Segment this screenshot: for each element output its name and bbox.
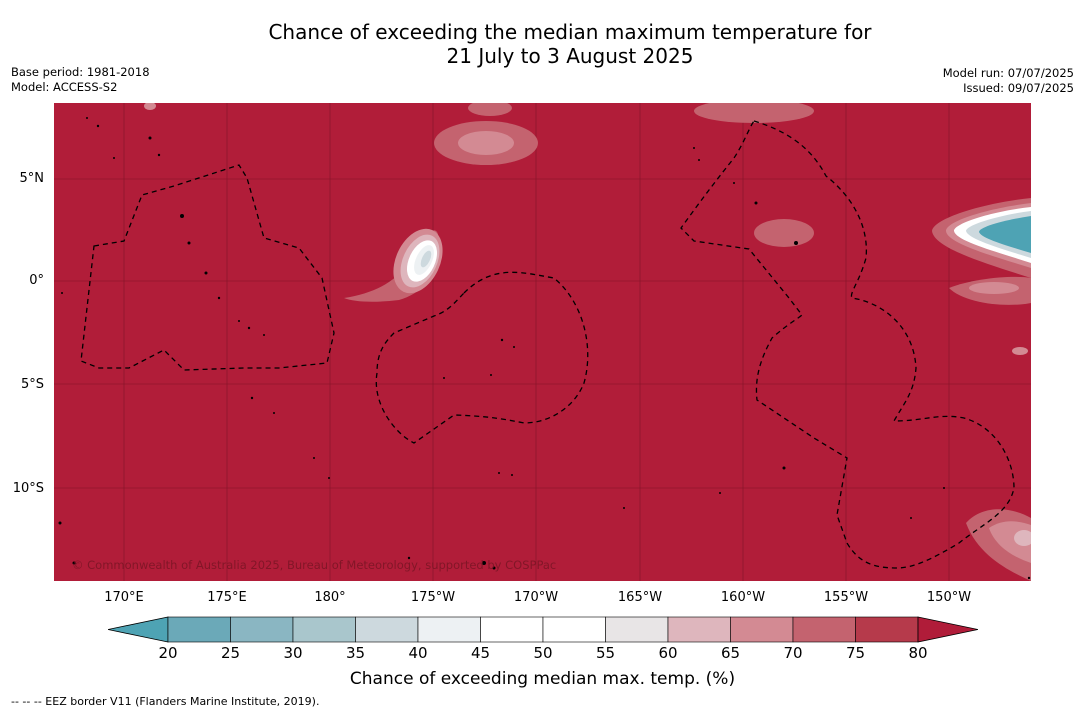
lon-tick-180: 180° bbox=[314, 590, 346, 605]
base-period: Base period: 1981-2018 bbox=[11, 65, 150, 79]
colorbar-bin bbox=[167, 616, 231, 643]
colorbar-tick-label: 35 bbox=[345, 644, 366, 662]
lat-tick-10s: 10°S bbox=[12, 481, 44, 496]
colorbar-tick-label: 60 bbox=[658, 644, 678, 662]
copyright-notice: © Commonwealth of Australia 2025, Bureau… bbox=[72, 558, 557, 572]
colorbar-title: Chance of exceeding median max. temp. (%… bbox=[349, 669, 736, 689]
eez-footnote: -- -- -- EEZ border V11 (Flanders Marine… bbox=[11, 695, 320, 708]
colorbar-svg bbox=[107, 616, 979, 643]
lon-tick-170w: 170°W bbox=[513, 590, 559, 605]
issued-date: Issued: 09/07/2025 bbox=[963, 81, 1074, 95]
colorbar-bin bbox=[542, 616, 606, 643]
lon-tick-155w: 155°W bbox=[823, 590, 869, 605]
colorbar-bin bbox=[417, 616, 481, 643]
colorbar-tick-label: 50 bbox=[533, 644, 553, 662]
lon-tick-165w: 165°W bbox=[617, 590, 663, 605]
title-line-2: 21 July to 3 August 2025 bbox=[446, 44, 694, 68]
lat-tick-0: 0° bbox=[29, 273, 44, 288]
probability-patches bbox=[144, 103, 1031, 581]
islands bbox=[58, 117, 1031, 580]
lon-tick-170e: 170°E bbox=[104, 590, 144, 605]
lon-tick-150w: 150°W bbox=[926, 590, 972, 605]
colorbar-tick-label: 75 bbox=[845, 644, 866, 662]
colorbar-bin bbox=[605, 616, 669, 643]
lon-tick-175e: 175°E bbox=[207, 590, 247, 605]
map-svg bbox=[54, 103, 1031, 581]
colorbar-bin bbox=[480, 616, 544, 643]
map-title: Chance of exceeding the median maximum t… bbox=[0, 20, 1085, 68]
colorbar-tick-label: 25 bbox=[220, 644, 241, 662]
graticule bbox=[54, 103, 1031, 581]
colorbar-tick-label: 65 bbox=[720, 644, 741, 662]
map-background bbox=[54, 103, 1031, 581]
colorbar-bin bbox=[355, 616, 419, 643]
colorbar-bin bbox=[230, 616, 294, 643]
colorbar-tick-label: 45 bbox=[470, 644, 491, 662]
colorbar-tick-label: 20 bbox=[158, 644, 178, 662]
lon-tick-175w: 175°W bbox=[410, 590, 456, 605]
model-run-date: Model run: 07/07/2025 bbox=[942, 66, 1074, 80]
colorbar-tick-label: 70 bbox=[783, 644, 803, 662]
metadata-right: Model run: 07/07/2025 Issued: 09/07/2025 bbox=[943, 66, 1074, 96]
colorbar-bin bbox=[667, 616, 731, 643]
colorbar-bin bbox=[792, 616, 856, 643]
lat-tick-5s: 5°S bbox=[20, 377, 44, 392]
colorbar bbox=[107, 615, 979, 645]
colorbar-tick-label: 55 bbox=[595, 644, 616, 662]
metadata-left: Base period: 1981-2018 Model: ACCESS-S2 bbox=[11, 65, 150, 95]
colorbar-tick-label: 80 bbox=[908, 644, 928, 662]
lat-tick-5n: 5°N bbox=[19, 171, 45, 186]
map-panel[interactable] bbox=[54, 103, 1031, 581]
colorbar-extend-low bbox=[107, 616, 169, 643]
colorbar-extend-high bbox=[917, 616, 979, 643]
colorbar-bin bbox=[855, 616, 919, 643]
eez-borders bbox=[80, 120, 1015, 569]
colorbar-bin bbox=[292, 616, 356, 643]
lon-tick-160w: 160°W bbox=[720, 590, 766, 605]
colorbar-tick-label: 40 bbox=[408, 644, 428, 662]
colorbar-bin bbox=[730, 616, 794, 643]
colorbar-tick-label: 30 bbox=[283, 644, 303, 662]
model-name: Model: ACCESS-S2 bbox=[11, 80, 118, 94]
title-line-1: Chance of exceeding the median maximum t… bbox=[268, 20, 872, 44]
